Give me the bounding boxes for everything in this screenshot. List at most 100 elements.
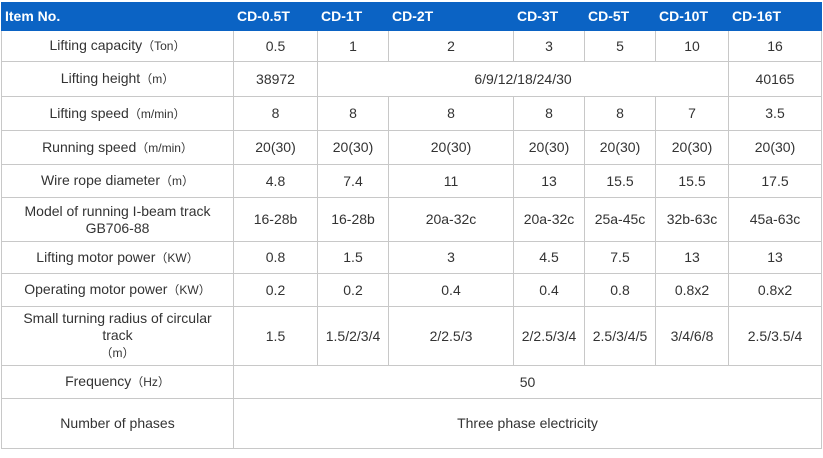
cell-merged: 50 bbox=[233, 365, 822, 399]
row-number-of-phases: Number of phases Three phase electricity bbox=[1, 398, 822, 449]
cell: 16 bbox=[728, 30, 822, 62]
cell: 8 bbox=[513, 96, 585, 131]
label-text: Lifting motor power bbox=[36, 248, 156, 265]
row-label: Model of running I-beam track GB706-88 bbox=[1, 197, 234, 242]
cell: 1 bbox=[317, 30, 389, 62]
cell: 3/4/6/8 bbox=[655, 306, 729, 366]
label-text: Operating motor power bbox=[24, 281, 168, 297]
label-text: Running speed bbox=[42, 138, 137, 155]
row-turning-radius: Small turning radius of circular track （m）… bbox=[1, 306, 822, 366]
row-running-speed: Running speed（m/min） 20(30) 20(30) 20(30… bbox=[1, 130, 822, 165]
cell: 15.5 bbox=[584, 164, 656, 198]
cell-merged: 6/9/12/18/24/30 bbox=[317, 61, 729, 97]
label-text: Lifting capacity bbox=[49, 37, 143, 53]
label-text: Model of running I-beam track bbox=[24, 202, 211, 219]
cell: 0.8 bbox=[233, 241, 318, 274]
cell: 13 bbox=[728, 241, 822, 274]
spec-table: Item No. CD-0.5T CD-1T CD-2T CD-3T CD-5T… bbox=[1, 2, 822, 449]
cell: 1.5/2/3/4 bbox=[317, 306, 389, 366]
row-wire-rope-diameter: Wire rope diameter（m） 4.8 7.4 11 13 15.5… bbox=[1, 164, 822, 198]
label-text: Small turning radius of circular bbox=[23, 310, 212, 326]
header-model: CD-0.5T bbox=[233, 2, 318, 31]
cell: 8 bbox=[317, 96, 389, 131]
cell: 7.5 bbox=[584, 241, 656, 274]
cell: 0.2 bbox=[233, 273, 318, 307]
cell: 3 bbox=[513, 30, 585, 62]
label-text: GB706-88 bbox=[85, 219, 150, 236]
cell: 7 bbox=[655, 96, 729, 131]
cell: 4.5 bbox=[513, 241, 585, 274]
row-label: Lifting speed（m/min） bbox=[1, 96, 234, 131]
cell: 3.5 bbox=[728, 96, 822, 131]
cell: 20(30) bbox=[728, 130, 822, 165]
cell: 10 bbox=[655, 30, 729, 62]
cell: 2.5/3.5/4 bbox=[728, 306, 822, 366]
row-lifting-speed: Lifting speed（m/min） 8 8 8 8 8 7 3.5 bbox=[1, 96, 822, 131]
cell: 20(30) bbox=[388, 130, 514, 165]
unit-text: （Ton） bbox=[142, 39, 186, 53]
cell: 3 bbox=[388, 241, 514, 274]
row-lifting-motor-power: Lifting motor power（KW） 0.8 1.5 3 4.5 7.… bbox=[1, 241, 822, 274]
row-label: Number of phases bbox=[1, 398, 234, 449]
cell: 0.8 bbox=[584, 273, 656, 307]
unit-text: （Hz） bbox=[131, 375, 170, 389]
cell: 32b-63c bbox=[655, 197, 729, 242]
unit-text: （m） bbox=[160, 174, 195, 188]
cell: 20(30) bbox=[317, 130, 389, 165]
cell: 8 bbox=[388, 96, 514, 131]
cell: 1.5 bbox=[233, 306, 318, 366]
label-text: track bbox=[102, 327, 133, 343]
cell: 25a-45c bbox=[584, 197, 656, 242]
header-model: CD-10T bbox=[655, 2, 729, 31]
cell: 0.4 bbox=[513, 273, 585, 307]
cell: 16-28b bbox=[317, 197, 389, 242]
cell: 0.2 bbox=[317, 273, 389, 307]
cell: 0.5 bbox=[233, 30, 318, 62]
header-model: CD-16T bbox=[728, 2, 822, 31]
cell: 0.8x2 bbox=[728, 273, 822, 307]
cell: 38972 bbox=[233, 61, 318, 97]
cell: 20(30) bbox=[233, 130, 318, 165]
cell: 8 bbox=[233, 96, 318, 131]
label-text: Lifting speed bbox=[49, 104, 129, 121]
row-operating-motor-power: Operating motor power（KW） 0.2 0.2 0.4 0.… bbox=[1, 273, 822, 307]
cell: 20(30) bbox=[584, 130, 656, 165]
unit-text: （m） bbox=[100, 346, 135, 360]
cell: 0.4 bbox=[388, 273, 514, 307]
cell: 2 bbox=[388, 30, 514, 62]
row-label: Wire rope diameter（m） bbox=[1, 164, 234, 198]
header-model: CD-1T bbox=[317, 2, 389, 31]
row-lifting-height: Lifting height（m） 38972 6/9/12/18/24/30 … bbox=[1, 61, 822, 97]
cell: 45a-63c bbox=[728, 197, 822, 242]
cell: 20(30) bbox=[655, 130, 729, 165]
cell: 1.5 bbox=[317, 241, 389, 274]
cell: 13 bbox=[513, 164, 585, 198]
cell: 13 bbox=[655, 241, 729, 274]
header-item-no: Item No. bbox=[1, 2, 234, 31]
row-track-model: Model of running I-beam track GB706-88 16… bbox=[1, 197, 822, 242]
row-label: Lifting capacity（Ton） bbox=[1, 30, 234, 62]
unit-text: （m） bbox=[140, 72, 175, 86]
unit-text: （m/min） bbox=[136, 140, 193, 155]
cell-merged: Three phase electricity bbox=[233, 398, 822, 449]
row-label: Lifting height（m） bbox=[1, 61, 234, 97]
unit-text: （KW） bbox=[167, 283, 211, 297]
row-label: Small turning radius of circular track （m） bbox=[1, 306, 234, 366]
header-row: Item No. CD-0.5T CD-1T CD-2T CD-3T CD-5T… bbox=[1, 2, 822, 31]
header-model: CD-2T bbox=[388, 2, 514, 31]
cell: 2/2.5/3/4 bbox=[513, 306, 585, 366]
label-text: Number of phases bbox=[60, 415, 175, 431]
cell: 16-28b bbox=[233, 197, 318, 242]
row-label: Operating motor power（KW） bbox=[1, 273, 234, 307]
cell: 5 bbox=[584, 30, 656, 62]
row-lifting-capacity: Lifting capacity（Ton） 0.5 1 2 3 5 10 16 bbox=[1, 30, 822, 62]
cell: 7.4 bbox=[317, 164, 389, 198]
cell: 20(30) bbox=[513, 130, 585, 165]
cell: 20a-32c bbox=[513, 197, 585, 242]
label-text: Wire rope diameter bbox=[40, 172, 161, 188]
cell: 11 bbox=[388, 164, 514, 198]
header-model: CD-3T bbox=[513, 2, 585, 31]
cell: 20a-32c bbox=[388, 197, 514, 242]
unit-text: （KW） bbox=[155, 250, 199, 265]
row-label: Frequency（Hz） bbox=[1, 365, 234, 399]
